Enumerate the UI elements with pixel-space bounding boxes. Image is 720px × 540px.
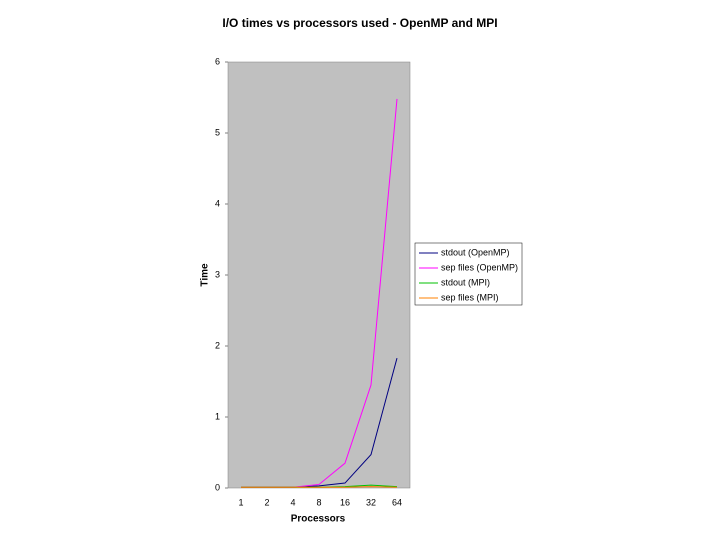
legend-label: stdout (OpenMP)	[441, 247, 510, 257]
x-tick-label: 8	[316, 497, 321, 507]
y-tick-label: 3	[215, 269, 220, 279]
x-axis-title: Processors	[291, 514, 346, 525]
chart-title: I/O times vs processors used - OpenMP an…	[222, 16, 497, 30]
y-tick-label: 2	[215, 340, 220, 350]
y-tick-label: 0	[215, 482, 220, 492]
plot-area	[227, 61, 411, 489]
y-tick-label: 1	[215, 411, 220, 421]
x-tick-label: 32	[366, 497, 376, 507]
legend-label: stdout (MPI)	[441, 277, 490, 287]
series-line	[241, 486, 398, 488]
x-tick-label: 4	[290, 497, 295, 507]
y-axis-title: Time	[200, 263, 211, 287]
y-tick-label: 6	[215, 56, 220, 66]
x-tick-label: 64	[392, 497, 402, 507]
legend-label: sep files (MPI)	[441, 292, 499, 302]
x-tick-label: 2	[264, 497, 269, 507]
y-tick-label: 5	[215, 127, 220, 137]
x-tick-label: 1	[238, 497, 243, 507]
legend-label: sep files (OpenMP)	[441, 262, 518, 272]
y-tick-label: 4	[215, 198, 220, 208]
x-tick-label: 16	[340, 497, 350, 507]
